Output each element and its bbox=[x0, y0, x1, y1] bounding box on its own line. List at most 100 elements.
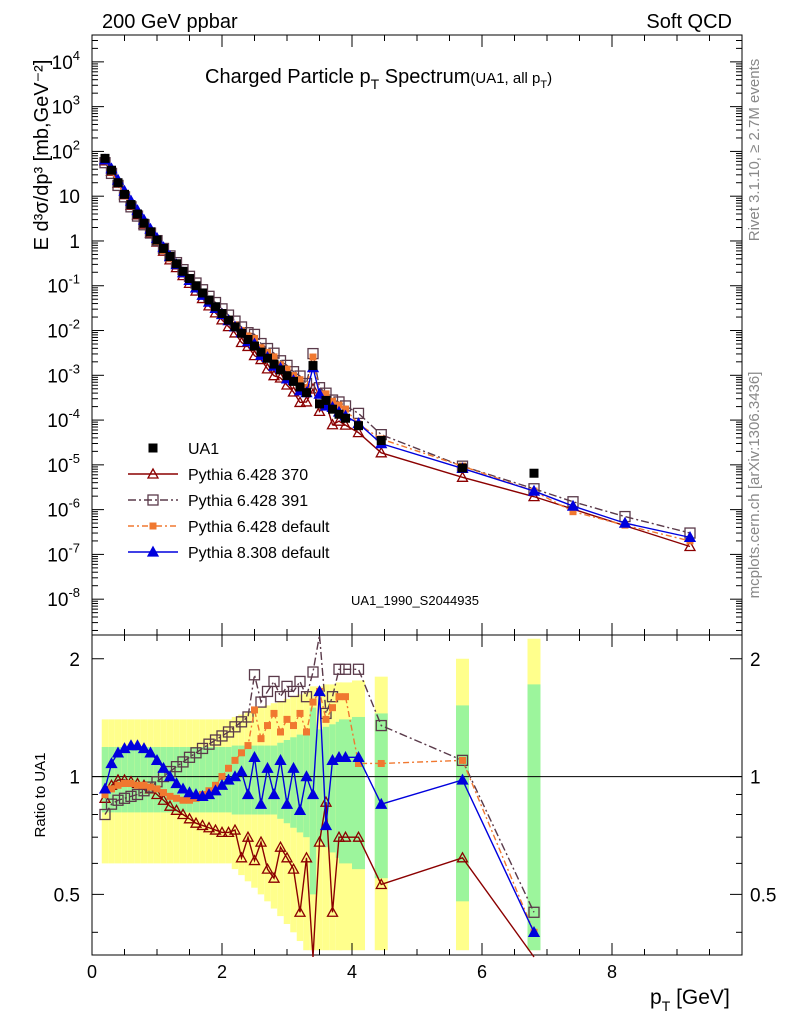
series-marker-ratio bbox=[112, 794, 124, 806]
series-marker-ratio bbox=[261, 761, 274, 773]
series-marker-top bbox=[456, 470, 469, 482]
series-marker-ratio bbox=[352, 830, 365, 842]
series-marker-ratio bbox=[375, 878, 388, 890]
data-point bbox=[224, 315, 233, 325]
series-marker-top bbox=[313, 387, 326, 399]
y-tick-base: 10 bbox=[47, 545, 68, 566]
y-tick-label: 102 bbox=[52, 137, 80, 163]
band-inner bbox=[147, 747, 154, 813]
band-inner bbox=[296, 734, 304, 833]
series-marker-ratio bbox=[456, 754, 469, 767]
y-tick-label: 10-6 bbox=[47, 496, 80, 522]
y-tick-base: 10 bbox=[47, 590, 68, 611]
series-marker-ratio bbox=[99, 808, 111, 821]
data-point bbox=[282, 371, 292, 381]
series-marker-ratio bbox=[251, 706, 258, 714]
series-marker-ratio bbox=[280, 797, 294, 809]
legend-marker bbox=[149, 522, 157, 530]
x-axis-label-sub: T bbox=[662, 998, 671, 1014]
data-point bbox=[243, 335, 253, 345]
band-inner bbox=[283, 740, 291, 824]
y-tick-base: 10 bbox=[59, 187, 80, 208]
series-marker-ratio bbox=[307, 666, 319, 678]
series-marker-ratio bbox=[332, 830, 346, 842]
ratio-tick-label: 1 bbox=[69, 768, 80, 789]
series-marker-ratio bbox=[157, 761, 170, 773]
data-point bbox=[198, 288, 207, 298]
band-inner bbox=[309, 707, 317, 895]
series-marker-ratio bbox=[150, 788, 164, 800]
series-marker-ratio bbox=[179, 796, 187, 804]
series-marker-ratio bbox=[293, 803, 307, 815]
series-marker-ratio bbox=[186, 796, 193, 804]
series-marker-top bbox=[293, 396, 307, 408]
band-inner bbox=[160, 747, 167, 813]
series-marker-ratio bbox=[326, 905, 339, 917]
series-marker-ratio bbox=[244, 742, 252, 750]
data-point bbox=[334, 409, 344, 419]
band-inner bbox=[329, 724, 336, 853]
series-marker-ratio bbox=[248, 669, 261, 681]
legend-label: UA1 bbox=[188, 441, 219, 458]
data-point bbox=[100, 153, 110, 163]
data-point bbox=[133, 209, 142, 219]
series-marker-ratio bbox=[137, 742, 151, 754]
series-marker-top bbox=[683, 540, 697, 552]
series-marker-ratio bbox=[375, 797, 388, 809]
series-marker-ratio bbox=[459, 756, 466, 764]
series-marker-ratio bbox=[270, 709, 278, 717]
x-axis-label: pT [GeV] bbox=[650, 986, 730, 1014]
series-marker-ratio bbox=[170, 803, 183, 815]
data-point bbox=[139, 218, 149, 228]
series-marker-ratio bbox=[241, 830, 255, 842]
data-point bbox=[204, 295, 214, 305]
analysis-watermark: UA1_1990_S2044935 bbox=[351, 593, 479, 608]
series-marker-top bbox=[569, 508, 577, 516]
series-marker-top bbox=[618, 516, 632, 528]
series-marker-ratio bbox=[456, 851, 469, 863]
y-tick-base: 10 bbox=[47, 322, 68, 343]
series-marker-top bbox=[309, 353, 317, 361]
series-marker-ratio bbox=[131, 739, 144, 751]
series-marker-top bbox=[287, 385, 300, 397]
chart-title-main: Charged Particle p bbox=[205, 66, 371, 88]
axes-ticks: 0 2 4 6 810-410-310-210-111010210310410-810-… bbox=[47, 35, 776, 982]
chart-title-note-end: ) bbox=[547, 70, 552, 87]
band-inner bbox=[153, 747, 161, 813]
data-point bbox=[328, 404, 337, 414]
band-inner bbox=[264, 745, 271, 815]
legend-marker bbox=[148, 443, 158, 453]
y-tick-base: 10 bbox=[47, 456, 68, 477]
ratio-tick-label-right: 1 bbox=[750, 768, 761, 789]
series-marker-ratio bbox=[294, 675, 306, 688]
band-inner bbox=[290, 737, 297, 828]
series-marker-ratio bbox=[101, 790, 109, 798]
series-marker-top bbox=[335, 401, 343, 409]
band-inner bbox=[101, 747, 109, 813]
series-marker-ratio bbox=[254, 835, 268, 847]
series-marker-ratio bbox=[144, 746, 157, 758]
series-marker-ratio bbox=[241, 788, 255, 800]
series-marker-ratio bbox=[235, 851, 248, 863]
legend-marker bbox=[146, 467, 160, 479]
series-marker-ratio bbox=[131, 788, 144, 801]
series-marker-ratio bbox=[319, 819, 333, 831]
series-marker-ratio bbox=[196, 819, 209, 831]
band-inner bbox=[212, 747, 219, 813]
y-tick-label: 1 bbox=[69, 232, 80, 253]
band-inner bbox=[374, 713, 388, 879]
series-marker-ratio bbox=[157, 793, 170, 805]
series-marker-ratio bbox=[342, 693, 349, 701]
series-marker-ratio bbox=[287, 761, 300, 773]
y-tick-label: 10-5 bbox=[47, 451, 80, 477]
data-point bbox=[376, 435, 386, 445]
y-tick-label: 10-4 bbox=[47, 406, 80, 432]
series-marker-ratio bbox=[303, 728, 310, 736]
series-marker-ratio bbox=[176, 782, 190, 794]
chart-title-sub: T bbox=[371, 76, 380, 92]
series-marker-ratio bbox=[267, 871, 281, 883]
series-marker-ratio bbox=[150, 754, 164, 766]
header-left: 200 GeV ppbar bbox=[102, 11, 238, 33]
band-inner bbox=[127, 747, 135, 813]
series-marker-ratio bbox=[277, 728, 284, 736]
